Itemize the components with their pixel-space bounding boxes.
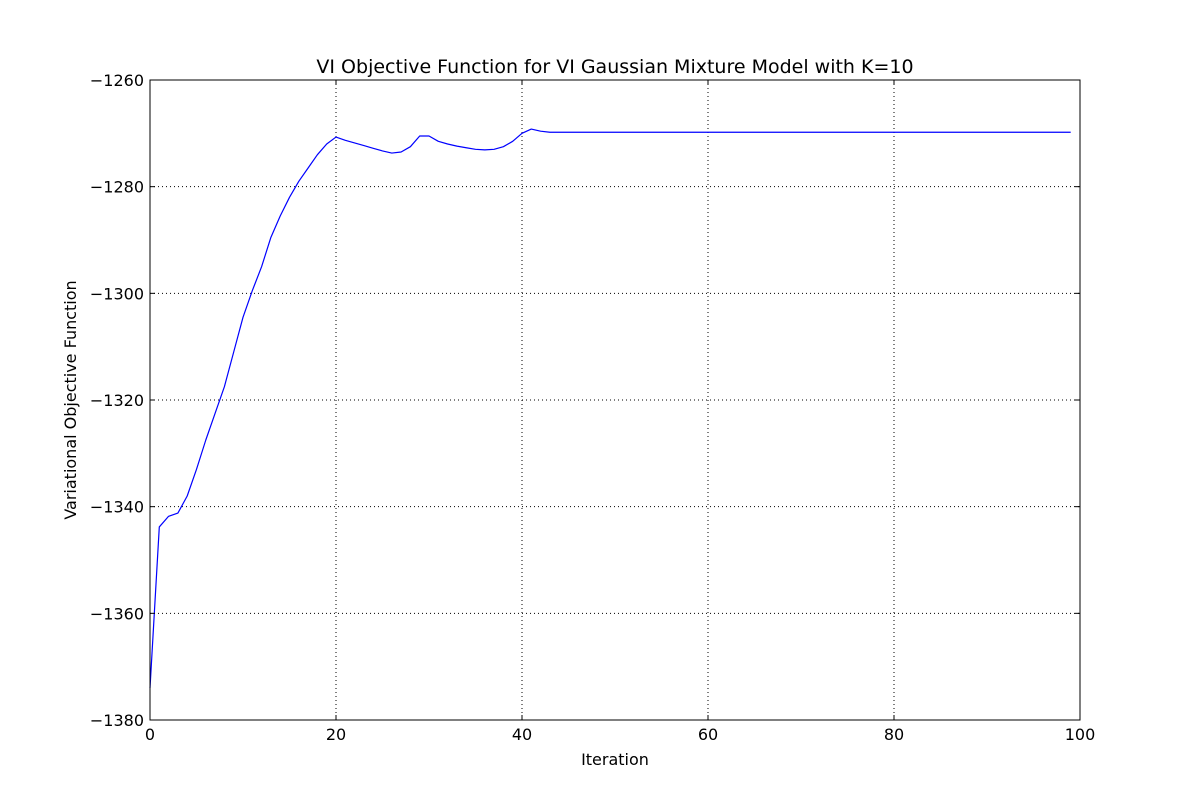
y-tick-label: −1260 (90, 71, 144, 90)
series-line (149, 128, 1071, 689)
x-tick-label: 40 (512, 725, 532, 744)
x-tick-label: 0 (145, 725, 155, 744)
x-tick-label: 100 (1065, 725, 1096, 744)
y-tick-label: −1360 (90, 604, 144, 623)
x-axis-label: Iteration (581, 750, 649, 769)
x-tick-label: 20 (326, 725, 346, 744)
series-layer (149, 128, 1071, 689)
y-tick-label: −1340 (90, 498, 144, 517)
chart-title: VI Objective Function for VI Gaussian Mi… (316, 56, 913, 78)
axis-ticks (149, 79, 1081, 721)
x-tick-label: 80 (884, 725, 904, 744)
x-tick-labels: 0 20 40 60 80 100 (145, 725, 1095, 744)
y-axis-label: Variational Objective Function (61, 280, 80, 519)
y-tick-label: −1380 (90, 711, 144, 730)
y-tick-label: −1280 (90, 178, 144, 197)
y-tick-labels: −1380 −1360 −1340 −1320 −1300 −1280 −1260 (90, 71, 144, 730)
y-tick-label: −1320 (90, 391, 144, 410)
y-tick-label: −1300 (90, 284, 144, 303)
x-tick-label: 60 (698, 725, 718, 744)
